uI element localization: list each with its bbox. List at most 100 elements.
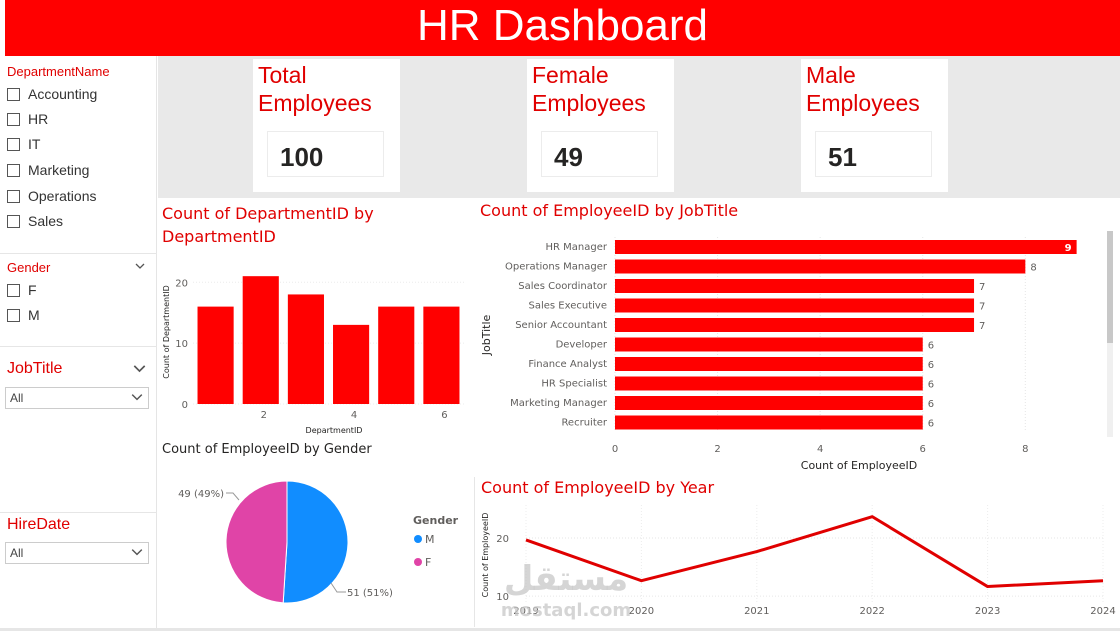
pie-slice	[225, 480, 288, 604]
y-tick-label: 20	[175, 278, 188, 289]
legend-label: F	[425, 556, 431, 569]
bar	[615, 298, 975, 313]
data-label: 51 (51%)	[347, 588, 393, 599]
x-tick-label: 2019	[513, 606, 538, 617]
bar	[615, 357, 923, 371]
kpi-card-total: Total Employees 100	[253, 59, 400, 192]
x-tick-label: 2	[261, 410, 267, 421]
y-tick-label: Marketing Manager	[510, 398, 608, 409]
y-axis-label: JobTitle	[480, 315, 493, 357]
year-line-chart: 10 20 2019 2020 2021 2022 2023 2024 Count of Emp…	[481, 505, 1116, 617]
department-option-hr[interactable]: HR	[7, 111, 48, 127]
chevron-down-icon[interactable]	[133, 362, 146, 375]
watermark-text: mostaql.com	[501, 600, 631, 621]
bar	[615, 376, 923, 391]
department-option-it[interactable]: IT	[7, 136, 40, 152]
divider	[0, 346, 157, 347]
y-tick-label: Developer	[556, 340, 608, 351]
scrollbar-thumb[interactable]	[1107, 231, 1113, 343]
bar	[615, 318, 975, 332]
bar	[615, 259, 1026, 274]
data-label: 6	[928, 360, 934, 371]
checkbox-icon[interactable]	[7, 163, 20, 177]
chevron-down-icon[interactable]	[135, 261, 145, 271]
divider	[0, 628, 1120, 631]
kpi-card-female: Female Employees 49	[527, 59, 674, 192]
kpi-card-male: Male Employees 51	[801, 59, 948, 192]
divider	[0, 512, 157, 513]
y-tick-label: HR Manager	[546, 242, 608, 253]
gender-slicer-title: Gender	[7, 260, 51, 275]
y-tick-label: Sales Executive	[529, 301, 607, 312]
checkbox-icon[interactable]	[7, 189, 20, 203]
x-tick-label: 2024	[1090, 606, 1115, 617]
bar	[423, 306, 460, 404]
jobtitle-chart-title: Count of EmployeeID by JobTitle	[480, 201, 739, 220]
scrollbar-track[interactable]	[1107, 231, 1113, 437]
series-line	[525, 515, 1104, 589]
department-chart-title: Count of DepartmentID by DepartmentID	[162, 204, 374, 246]
checkbox-icon[interactable]	[7, 308, 20, 322]
chevron-down-icon	[131, 394, 143, 401]
data-label: 6	[928, 419, 934, 430]
y-tick-label: HR Specialist	[541, 379, 607, 390]
x-axis-label: DepartmentID	[306, 426, 363, 435]
year-chart-title: Count of EmployeeID by Year	[481, 478, 715, 497]
data-label: 49 (49%)	[178, 489, 224, 500]
y-tick-label: 10	[496, 592, 509, 603]
kpi-title: Female Employees	[532, 62, 646, 116]
bar	[615, 396, 923, 410]
x-tick-label: 8	[1022, 444, 1028, 455]
chevron-down-icon	[131, 549, 143, 556]
data-label: 8	[1030, 263, 1036, 274]
gender-option-m[interactable]: M	[7, 307, 40, 323]
gender-option-f[interactable]: F	[7, 282, 37, 298]
y-tick-label: Operations Manager	[505, 262, 608, 273]
jobtitle-dropdown[interactable]: All	[5, 387, 149, 409]
department-option-sales[interactable]: Sales	[7, 213, 63, 229]
department-option-operations[interactable]: Operations	[7, 188, 96, 204]
data-label: 6	[928, 399, 934, 410]
y-tick-label: 10	[175, 339, 188, 350]
data-label: 7	[979, 282, 985, 293]
leader-line	[330, 582, 346, 593]
divider	[474, 477, 475, 627]
checkbox-icon[interactable]	[7, 283, 20, 297]
kpi-title: Total Employees	[258, 62, 372, 116]
x-tick-label: 6	[920, 444, 926, 455]
data-label: 6	[928, 341, 934, 352]
bar	[378, 306, 415, 404]
hiredate-dropdown[interactable]: All	[5, 542, 149, 564]
kpi-value: 51	[815, 131, 932, 177]
checkbox-icon[interactable]	[7, 214, 20, 228]
checkbox-icon[interactable]	[7, 137, 20, 151]
y-tick-label: Senior Accountant	[515, 320, 607, 331]
bar	[333, 324, 370, 404]
page-title: HR Dashboard	[5, 0, 1120, 56]
legend-label: M	[425, 533, 435, 546]
x-tick-label: 6	[441, 410, 447, 421]
x-tick-label: 2023	[975, 606, 1000, 617]
bar	[615, 415, 923, 430]
department-option-accounting[interactable]: Accounting	[7, 86, 97, 102]
checkbox-icon[interactable]	[7, 112, 20, 126]
x-tick-label: 4	[817, 444, 823, 455]
x-tick-label: 2021	[744, 606, 769, 617]
checkbox-icon[interactable]	[7, 87, 20, 101]
y-tick-label: 0	[182, 400, 188, 411]
bar	[287, 294, 324, 404]
bar	[242, 276, 279, 404]
department-option-marketing[interactable]: Marketing	[7, 162, 89, 178]
x-tick-label: 0	[612, 444, 618, 455]
bar	[615, 337, 923, 352]
legend-marker	[414, 535, 422, 543]
data-label: 9	[1065, 243, 1072, 254]
jobtitle-bar-chart: 0 2 4 6 8 HR Manager 9 Operations Manager 8 Sales…	[480, 237, 1077, 472]
y-tick-label: 20	[496, 534, 509, 545]
bar	[197, 306, 234, 404]
y-tick-label: Recruiter	[561, 418, 607, 429]
data-label: 7	[979, 302, 985, 313]
x-tick-label: 2	[714, 444, 720, 455]
legend-title: Gender	[413, 514, 459, 527]
